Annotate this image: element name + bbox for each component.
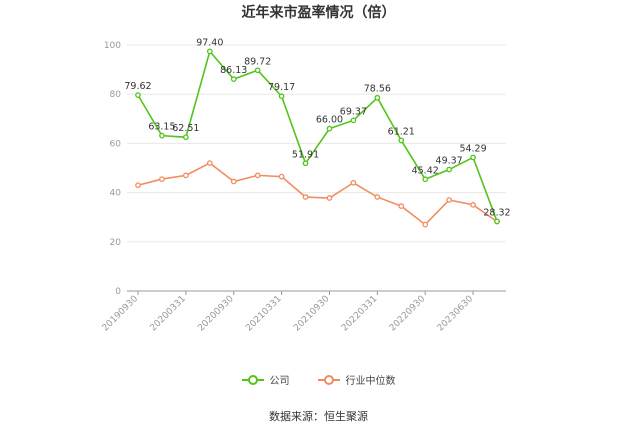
point-company (374, 94, 381, 101)
y-tick-label: 20 (110, 238, 122, 248)
point-industry-median (422, 221, 429, 228)
data-label-company: 89.72 (244, 56, 271, 67)
point-industry-median (206, 160, 213, 166)
y-tick-label: 100 (104, 41, 121, 51)
x-tick-label: 20210331 (244, 294, 283, 333)
point-industry-median (159, 176, 165, 182)
data-label-company: 97.40 (196, 37, 223, 48)
grid-lines (127, 44, 506, 243)
data-label-company: 63.15 (148, 122, 175, 133)
point-company (183, 134, 189, 141)
point-industry-median (302, 194, 309, 200)
data-label-company: 78.56 (364, 84, 391, 95)
point-company (350, 117, 357, 124)
data-label-company: 45.42 (412, 165, 439, 176)
series-lines (135, 48, 500, 228)
point-industry-median (254, 172, 261, 179)
y-tick-label: 60 (110, 139, 122, 149)
x-tick-label: 20220930 (388, 294, 428, 334)
point-company (302, 160, 309, 167)
point-company (470, 154, 476, 161)
point-industry-median (183, 172, 189, 179)
x-tick-label: 20200331 (149, 294, 188, 333)
point-industry-median (398, 203, 405, 209)
point-industry-median (350, 179, 357, 186)
y-tick-label: 0 (115, 287, 121, 297)
x-tick-label: 20210930 (292, 294, 332, 334)
point-industry-median (374, 194, 381, 200)
series-line-industry-median (137, 162, 498, 226)
y-tick-label: 80 (110, 90, 122, 100)
point-industry-median (278, 173, 285, 180)
data-label-company: 62.51 (172, 123, 199, 134)
point-company (278, 93, 285, 100)
point-company (254, 67, 261, 74)
data-label-company: 79.17 (268, 82, 295, 93)
data-label-company: 69.37 (340, 106, 367, 117)
data-label-company: 86.13 (220, 65, 247, 76)
x-tick-label: 20230630 (436, 294, 476, 334)
data-label-company: 49.37 (436, 156, 463, 167)
point-company (326, 125, 333, 132)
y-tick-label: 40 (110, 189, 122, 199)
point-industry-median (470, 202, 476, 208)
x-tick-label: 20220331 (340, 294, 379, 333)
point-industry-median (135, 182, 141, 189)
point-industry-median (446, 197, 452, 203)
point-company (422, 176, 429, 183)
point-company (159, 132, 165, 139)
point-company (230, 76, 237, 82)
point-company (446, 166, 452, 173)
data-label-company: 51.91 (292, 149, 319, 160)
legend: 公司 行业中位数 (0, 372, 637, 387)
point-company (206, 48, 213, 55)
data-label-company: 54.29 (459, 143, 486, 154)
legend-label-industry-median: 行业中位数 (345, 376, 396, 387)
chart-title: 近年来市盈率情况（倍） (241, 5, 396, 21)
legend-swatch-company (241, 374, 264, 385)
legend-label-company: 公司 (269, 376, 290, 387)
data-source-note: 数据来源：恒生聚源 (269, 410, 368, 423)
legend-item-industry-median[interactable]: 行业中位数 (317, 372, 396, 387)
point-company (398, 137, 405, 144)
data-label-company: 79.62 (124, 81, 151, 92)
point-industry-median (326, 195, 333, 201)
point-company (135, 92, 141, 98)
x-tick-label: 20190930 (101, 294, 141, 334)
legend-item-company[interactable]: 公司 (241, 372, 290, 387)
series-line-company (137, 49, 498, 222)
legend-swatch-industry-median (317, 374, 340, 385)
x-tick-label: 20200930 (196, 294, 236, 334)
point-industry-median (230, 178, 237, 185)
data-label-company: 28.32 (483, 207, 510, 218)
data-label-company: 61.21 (388, 126, 415, 137)
data-label-company: 66.00 (316, 115, 343, 126)
point-company (494, 218, 500, 225)
